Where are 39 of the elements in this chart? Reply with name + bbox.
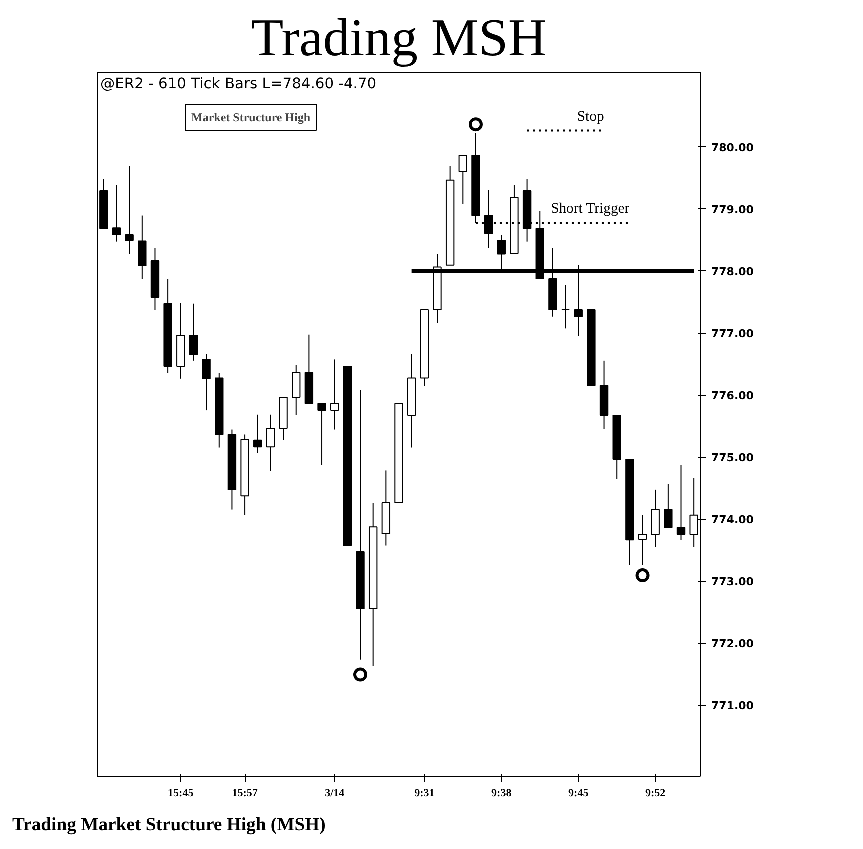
x-tick-label: 9:38 (492, 788, 512, 800)
candlestick (458, 155, 468, 204)
series-label: Short Trigger (551, 201, 630, 218)
candlestick (125, 166, 134, 255)
candlestick (189, 303, 198, 362)
x-tick-label: 15:57 (232, 788, 258, 800)
candlestick (266, 414, 276, 472)
x-tick-label: 9:52 (646, 788, 666, 800)
x-tick-label: 3/14 (325, 788, 346, 800)
annotation: Market Structure High (192, 110, 311, 124)
candlestick (330, 359, 340, 430)
y-tick-label: 776.00 (712, 390, 754, 403)
y-tick-label: 777.00 (712, 328, 754, 341)
candlestick (676, 464, 686, 541)
series-label: Stop (577, 108, 604, 125)
y-tick-label: 773.00 (712, 576, 754, 589)
candlestick (254, 414, 262, 454)
point (354, 668, 368, 682)
y-tick-label: 774.00 (712, 514, 754, 527)
point (468, 118, 483, 132)
candlestick (202, 354, 211, 412)
candlestick (664, 484, 673, 528)
y-tick-label: 780.00 (712, 141, 754, 154)
text: Trading Market Structure High (MSH) (12, 814, 326, 836)
candlestick (638, 514, 648, 566)
y-tick-label: 779.00 (712, 203, 754, 216)
y-tick-label: 771.00 (712, 700, 754, 713)
y-tick-label: 775.00 (712, 452, 754, 465)
x-tick-label: 15:45 (168, 788, 194, 800)
y-tick-label: 778.00 (712, 265, 754, 278)
chart-subtitle: @ER2 - 610 Tick Bars L=784.60 -4.70 (100, 76, 377, 92)
x-tick-label: 9:45 (568, 788, 590, 800)
point (636, 568, 650, 583)
chart-title: Trading MSH (251, 8, 547, 68)
x-tick-label: 9:31 (414, 788, 435, 800)
candlestick (318, 403, 326, 466)
candlestick (561, 284, 570, 330)
candlestick (112, 184, 122, 242)
y-tick-label: 772.00 (712, 638, 754, 651)
